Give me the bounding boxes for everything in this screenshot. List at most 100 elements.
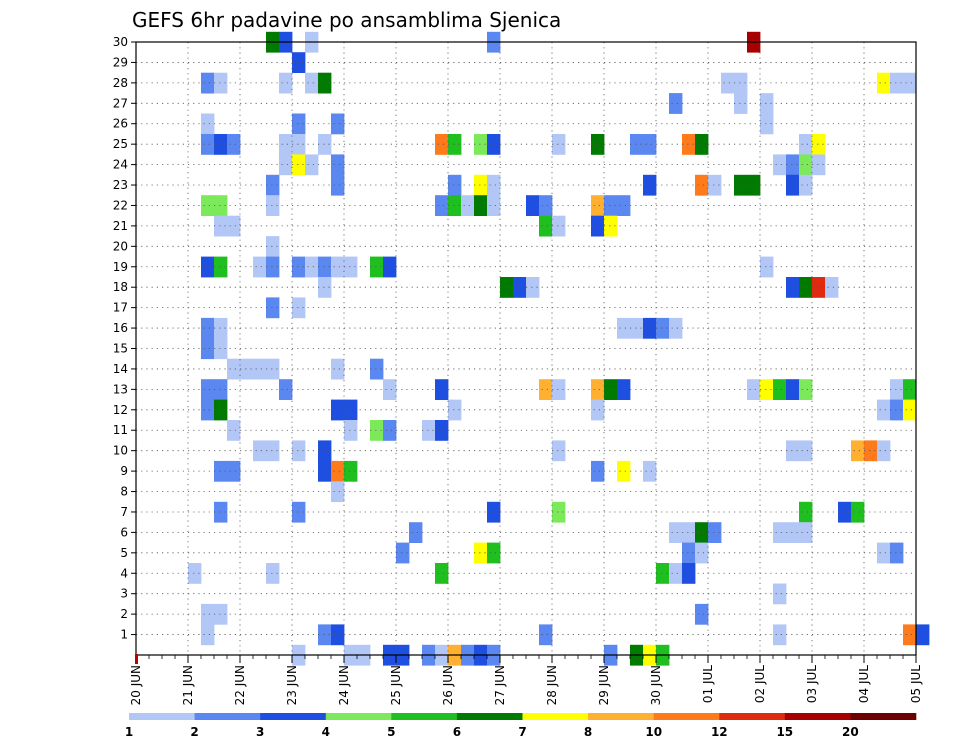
heatmap-cell: [773, 379, 787, 400]
heatmap-cell: [201, 113, 215, 135]
x-tick-label: 01 JUL: [701, 665, 715, 703]
heatmap-cell: [747, 379, 761, 400]
heatmap-cell: [812, 134, 826, 155]
heatmap-cell: [214, 603, 228, 625]
heatmap-cell: [188, 563, 202, 584]
heatmap-cell: [318, 460, 332, 482]
y-tick-label: 6: [120, 525, 128, 539]
x-tick-label: 21 JUN: [181, 665, 195, 705]
heatmap-cell: [552, 134, 566, 155]
heatmap-cell: [890, 399, 904, 421]
heatmap-cell: [305, 256, 319, 278]
heatmap-cell: [760, 113, 774, 135]
x-tick-label: 26 JUN: [441, 665, 455, 705]
heatmap-cell: [409, 522, 423, 543]
heatmap-cell: [292, 256, 306, 278]
heatmap-cell: [266, 236, 280, 257]
heatmap-cell: [201, 379, 215, 400]
heatmap-cell: [370, 358, 384, 380]
heatmap-cell: [890, 379, 904, 400]
heatmap-cell: [292, 297, 306, 319]
y-tick-label: 14: [113, 362, 128, 376]
heatmap-cell: [656, 317, 670, 339]
x-axis-ticks: 20 JUN 21 JUN 22 JUN 23 JUN 24 JUN 25 JUN 26 J…: [129, 654, 923, 705]
heatmap-cell: [253, 440, 267, 462]
heatmap-cell: [591, 134, 605, 155]
y-tick-label: 26: [113, 117, 128, 131]
y-tick-label: 15: [113, 342, 128, 356]
heatmap-cell: [292, 113, 306, 135]
x-tick-label: 22 JUN: [233, 665, 247, 705]
heatmap-cell: [799, 522, 813, 543]
heatmap-cell: [331, 256, 345, 278]
colorbar-segment: [194, 713, 261, 720]
heatmap-cell: [214, 399, 228, 421]
heatmap-cell: [838, 501, 852, 523]
heatmap-cell: [643, 134, 657, 155]
x-tick-label: 02 JUL: [753, 665, 767, 703]
heatmap-cell: [643, 460, 657, 482]
y-tick-label: 4: [120, 566, 128, 580]
heatmap-cell: [331, 399, 345, 421]
heatmap-cell: [526, 195, 540, 216]
grid-lines: [136, 42, 916, 655]
heatmap-cell: [695, 542, 709, 564]
y-tick-label: 20: [113, 239, 128, 253]
heatmap-cell: [253, 256, 267, 278]
colorbar-segment: [719, 713, 786, 720]
colorbar-segment: [456, 713, 523, 720]
colorbar-segment: [522, 713, 589, 720]
heatmap-cell: [474, 174, 488, 196]
heatmap-cell: [396, 542, 410, 564]
heatmap-cell: [318, 134, 332, 155]
heatmap-cell: [695, 174, 709, 196]
x-tick-label: 30 JUN: [649, 665, 663, 705]
heatmap-cell: [552, 440, 566, 462]
heatmap-cell: [773, 624, 787, 646]
heatmap-cell: [474, 195, 488, 216]
heatmap-cell: [487, 501, 501, 523]
heatmap-cell: [487, 134, 501, 155]
colorbar-label: 2: [190, 725, 198, 739]
heatmap-cell: [201, 72, 215, 94]
x-tick-label: 05 JUL: [909, 665, 923, 703]
heatmap-cell: [903, 399, 917, 421]
y-tick-label: 7: [120, 505, 128, 519]
heatmap-cell: [786, 440, 800, 462]
heatmap-cell: [760, 256, 774, 278]
heatmap-cell: [279, 134, 293, 155]
heatmap-cell: [214, 338, 228, 360]
heatmap-cell: [331, 113, 345, 135]
colorbar-label: 15: [776, 725, 793, 739]
y-tick-label: 18: [113, 280, 128, 294]
heatmap-cell: [760, 93, 774, 114]
heatmap-cell: [760, 379, 774, 400]
x-tick-label: 25 JUN: [389, 665, 403, 705]
heatmap-cell: [214, 134, 228, 155]
heatmap-cell: [448, 399, 462, 421]
heatmap-cell: [630, 134, 644, 155]
heatmap-cell: [214, 256, 228, 278]
heatmap-cell: [331, 460, 345, 482]
heatmap-cell: [799, 154, 813, 176]
heatmap-cell: [877, 72, 891, 94]
heatmap-cell: [435, 195, 449, 216]
heatmap-cell: [214, 195, 228, 216]
heatmap-cell: [461, 195, 475, 216]
heatmap-cell: [201, 256, 215, 278]
heatmap-cell: [591, 215, 605, 237]
heatmap-cell: [799, 134, 813, 155]
heatmap-cell: [435, 134, 449, 155]
heatmap-cell: [890, 72, 904, 94]
y-tick-label: 25: [113, 137, 128, 151]
heatmap-cell: [318, 624, 332, 646]
heatmap-cell: [253, 358, 267, 380]
heatmap-cell: [526, 277, 540, 298]
heatmap-cell: [604, 195, 618, 216]
colorbar-label: 1: [125, 725, 133, 739]
colorbar-segment: [850, 713, 917, 720]
heatmap-cell: [591, 195, 605, 216]
heatmap-cell: [344, 399, 358, 421]
y-tick-label: 5: [120, 546, 128, 560]
